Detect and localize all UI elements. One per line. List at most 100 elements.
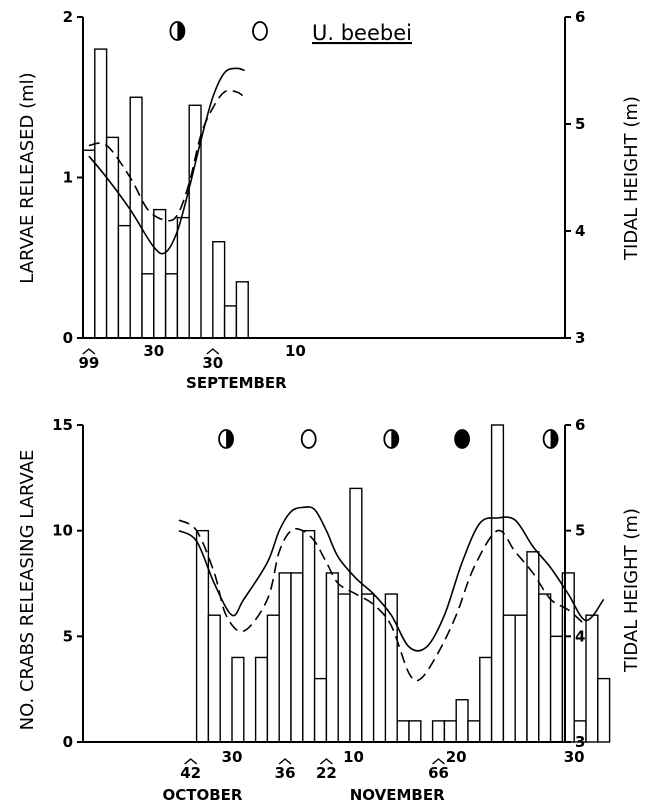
bottom-right-tick-label: 4 [575,627,585,645]
bottom-tide-lines [178,506,605,682]
top-month-label: SEPTEMBER [186,374,287,392]
top-right-tick-label: 6 [575,8,585,26]
bottom-x-tick-label: 10 [343,748,364,766]
top-caret-mark [206,348,220,355]
top-chart: 0 1 2 3 4 5 6 99 30 30 10 SEPTEMBER LARVAE RELEASED… [17,8,642,392]
bottom-bar [408,720,422,743]
bottom-bar [597,677,611,743]
bottom-bar [207,614,221,743]
moon-quarter-icon [218,429,235,449]
top-right-tick-label: 4 [575,222,585,240]
bottom-bar [549,635,564,743]
bottom-right-tick-label: 6 [575,416,585,434]
bottom-bars [195,424,611,743]
bottom-axis-frame [82,425,566,743]
bottom-caret-mark [184,758,198,765]
moon-quarter-icon [542,429,559,449]
bottom-bar [467,720,481,743]
top-tick-labels: 0 1 2 3 4 5 6 99 30 30 10 SEPTEMBER [63,8,586,392]
top-left-tick-label: 1 [63,169,73,187]
bottom-bar [526,551,540,743]
moon-full-icon [300,429,317,449]
moon-quarter-icon [383,429,400,449]
bottom-x-tick-label: 66 [428,764,449,782]
bottom-right-y-axis-label: TIDAL HEIGHT (m) [621,508,642,673]
top-x-tick-label: 10 [285,342,306,360]
bottom-bar [266,614,280,743]
bottom-left-tick-label: 15 [52,416,73,434]
bottom-bar [538,593,552,743]
bottom-bar [396,720,410,743]
bottom-left-tick-label: 0 [63,733,73,751]
moon-quarter-icon [169,21,186,41]
top-bar [176,216,190,339]
bottom-moon-phases [218,429,559,449]
bottom-bar [479,656,493,743]
bottom-bar [337,593,351,743]
top-bar [82,149,96,339]
top-x-tick-label: 99 [78,354,99,372]
top-left-tick-label: 2 [63,8,73,26]
top-bar [223,305,238,339]
bottom-x-tick-label: 36 [275,764,296,782]
top-bar [212,240,226,339]
bottom-bar [313,677,328,743]
bottom-bar [502,614,516,743]
top-bar [117,224,131,339]
bottom-bar [490,424,505,743]
top-moon-phases [169,21,268,41]
bottom-bar [349,487,363,743]
top-caret-mark [82,348,96,355]
bottom-right-tick-label: 5 [575,522,585,540]
bottom-tide-line-dashed [178,519,587,682]
bottom-right-tick-label: 3 [575,733,585,751]
bottom-bar [585,614,599,743]
bottom-bar [231,656,245,743]
bottom-left-tick-label: 10 [52,522,73,540]
top-right-tick-label: 5 [575,115,585,133]
top-left-tick-label: 0 [63,329,73,347]
top-bars [82,48,249,339]
bottom-tide-line-solid [178,506,605,652]
top-tide-lines [88,67,246,255]
moon-full-icon [252,21,268,41]
bottom-month-label: OCTOBER [163,786,243,804]
top-bar [164,273,179,339]
top-bar [94,48,108,339]
top-bar [141,273,155,339]
bottom-x-tick-label: 20 [446,748,467,766]
top-right-y-axis-label: TIDAL HEIGHT (m) [621,96,642,261]
top-x-tick-label: 30 [202,354,223,372]
bottom-caret-mark [432,758,445,765]
moon-new-icon [454,429,471,449]
bottom-y-axis-label: NO. CRABS RELEASING LARVAE [17,450,38,731]
bottom-caret-mark [278,758,292,765]
bottom-axes [77,424,571,743]
bottom-month-label: NOVEMBER [350,786,445,804]
top-x-tick-label: 30 [143,342,164,360]
top-bar [235,281,249,339]
bottom-x-tick-label: 30 [564,748,585,766]
bottom-caret-mark [319,758,333,765]
species-label: U. beebei [312,21,412,45]
bottom-bar [278,572,292,743]
bottom-bar [443,720,457,743]
top-y-axis-label: LARVAE RELEASED (ml) [17,72,38,283]
top-axes [77,16,571,339]
top-bar [153,208,167,339]
bottom-bar [514,614,528,743]
bottom-bar [325,572,339,743]
top-bar [105,136,120,339]
top-right-tick-label: 3 [575,329,585,347]
top-tide-line-dashed [88,89,246,222]
bottom-x-tick-label: 42 [180,764,201,782]
bottom-left-tick-label: 5 [63,627,73,645]
bottom-bar [361,593,375,743]
bottom-bar [254,656,269,743]
bottom-bar [455,699,469,743]
bottom-x-tick-label: 30 [222,748,243,766]
top-tide-line-solid [88,67,245,255]
